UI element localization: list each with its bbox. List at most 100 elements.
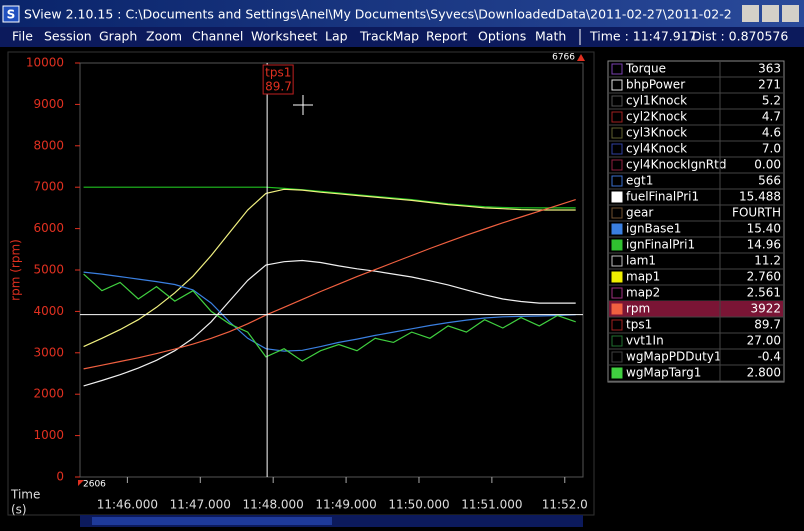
max-marker-value: 6766	[552, 53, 575, 63]
y-tick-label: 5000	[33, 263, 64, 277]
channel-value: 3922	[750, 302, 781, 316]
selected-row	[609, 301, 783, 317]
channel-swatch[interactable]	[611, 111, 623, 123]
menu-item[interactable]: Math	[535, 29, 566, 44]
channel-swatch[interactable]	[611, 79, 623, 91]
channel-value: 11.2	[754, 254, 781, 268]
x-tick-label: 11:49.000	[315, 498, 376, 512]
channel-swatch[interactable]	[611, 95, 623, 107]
channel-value: 2.561	[747, 286, 781, 300]
channel-name[interactable]: lam1	[626, 254, 656, 268]
y-axis-label: rpm (rpm)	[9, 239, 23, 301]
scroll-thumb[interactable]	[92, 517, 332, 525]
channel-swatch[interactable]	[611, 319, 623, 331]
channel-value: 5.2	[762, 94, 781, 108]
title-bar	[0, 0, 804, 27]
maximize-button[interactable]	[762, 5, 779, 22]
menu-bar	[0, 27, 804, 47]
series-line	[83, 259, 576, 387]
x-tick-label: 11:52.0	[542, 498, 588, 512]
menu-item[interactable]: Lap	[325, 29, 348, 44]
channel-value: 363	[758, 62, 781, 76]
status-text: Time : 11:47.917	[589, 29, 697, 44]
menu-item[interactable]: File	[12, 29, 33, 44]
y-tick-label: 8000	[33, 138, 64, 152]
series-line	[83, 273, 576, 362]
channel-name[interactable]: wgMapPDDuty1	[626, 350, 722, 364]
graph-panel	[7, 51, 595, 516]
channel-name[interactable]: Torque	[625, 62, 666, 76]
channel-name[interactable]: ignFinalPri1	[626, 238, 695, 252]
channel-name[interactable]: cyl2Knock	[626, 110, 687, 124]
menu-item[interactable]: Channel	[192, 29, 243, 44]
channel-value: 2.800	[747, 366, 781, 380]
channel-name[interactable]: map2	[626, 286, 660, 300]
channel-name[interactable]: wgMapTarg1	[626, 366, 701, 380]
menu-item[interactable]: Worksheet	[251, 29, 317, 44]
channel-swatch[interactable]	[611, 367, 623, 379]
y-tick-label: 7000	[33, 180, 64, 194]
app-icon-letter: S	[7, 8, 16, 22]
x-tick-label: 11:48.000	[243, 498, 304, 512]
menu-item[interactable]: TrackMap	[359, 29, 419, 44]
channel-swatch[interactable]	[611, 191, 623, 203]
channel-swatch[interactable]	[611, 255, 623, 267]
channel-swatch[interactable]	[611, 159, 623, 171]
series-line	[83, 188, 576, 348]
close-button[interactable]	[782, 5, 799, 22]
channel-value: 7.0	[762, 142, 781, 156]
channel-name[interactable]: tps1	[626, 318, 652, 332]
channel-value: 15.40	[747, 222, 781, 236]
channel-swatch[interactable]	[611, 335, 623, 347]
channel-swatch[interactable]	[611, 239, 623, 251]
series-line	[83, 186, 576, 209]
channel-name[interactable]: bhpPower	[626, 78, 685, 92]
channel-swatch[interactable]	[611, 207, 623, 219]
x-tick-label: 11:51.000	[461, 498, 522, 512]
menu-item[interactable]: Session	[44, 29, 92, 44]
channel-swatch[interactable]	[611, 127, 623, 139]
channel-name[interactable]: ignBase1	[626, 222, 681, 236]
menu-item[interactable]: Report	[426, 29, 468, 44]
channel-name[interactable]: fuelFinalPri1	[626, 190, 699, 204]
cursor-label: tps1	[265, 66, 291, 80]
crosshair	[293, 95, 313, 115]
channel-name[interactable]: egt1	[626, 174, 653, 188]
channel-swatch[interactable]	[611, 63, 623, 75]
channel-name[interactable]: rpm	[626, 302, 650, 316]
y-tick-label: 6000	[33, 221, 64, 235]
x-axis-unit: (s)	[11, 503, 27, 517]
channel-value: 4.6	[762, 126, 781, 140]
x-tick-label: 11:47.000	[170, 498, 231, 512]
channel-name[interactable]: cyl4Knock	[626, 142, 687, 156]
channel-swatch[interactable]	[611, 223, 623, 235]
menu-item[interactable]: Graph	[99, 29, 137, 44]
menu-item[interactable]: Options	[478, 29, 526, 44]
channel-value: 89.7	[754, 318, 781, 332]
minimize-button[interactable]	[742, 5, 759, 22]
y-tick-label: 2000	[33, 387, 64, 401]
channel-name[interactable]: cyl3Knock	[626, 126, 687, 140]
x-tick-label: 11:50.000	[388, 498, 449, 512]
channel-value: 0.00	[754, 158, 781, 172]
channel-value: -0.4	[758, 350, 781, 364]
channel-name[interactable]: vvt1In	[626, 334, 664, 348]
channel-swatch[interactable]	[611, 271, 623, 283]
menu-item[interactable]: Zoom	[146, 29, 182, 44]
channel-name[interactable]: cyl4KnockIgnRtd	[626, 158, 726, 172]
channel-name[interactable]: gear	[626, 206, 653, 220]
channel-swatch[interactable]	[611, 287, 623, 299]
channel-swatch[interactable]	[611, 143, 623, 155]
channel-value: 14.96	[747, 238, 781, 252]
channel-name[interactable]: cyl1Knock	[626, 94, 687, 108]
channel-value: FOURTH	[732, 206, 781, 220]
channel-name[interactable]: map1	[626, 270, 660, 284]
y-tick-label: 1000	[33, 428, 64, 442]
channel-swatch[interactable]	[611, 175, 623, 187]
channel-swatch[interactable]	[611, 303, 623, 315]
y-tick-label: 3000	[33, 345, 64, 359]
series-line	[83, 271, 576, 352]
channel-swatch[interactable]	[611, 351, 623, 363]
channel-value: 566	[758, 174, 781, 188]
